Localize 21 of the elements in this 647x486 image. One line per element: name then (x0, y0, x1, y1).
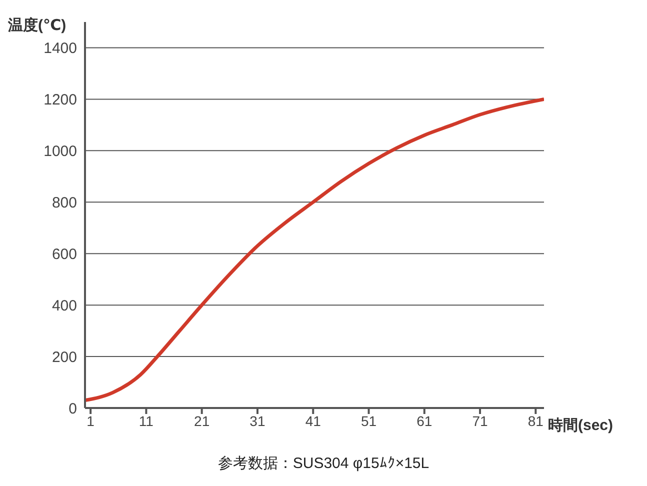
x-axis-title: 時間(sec) (548, 416, 614, 435)
text: 参考数据：SUS304 φ15ﾑｸ×15L (216, 454, 430, 473)
y-tick-label: 1400 (44, 40, 77, 58)
y-tick-label: 400 (52, 297, 77, 314)
line-series (85, 97, 544, 402)
x-tick-label: 11 (138, 412, 154, 429)
y-tick-label: 800 (52, 194, 77, 212)
x-tick-label: 1 (86, 412, 95, 429)
x-tick-label: 21 (194, 412, 210, 429)
x-tick-label: 81 (528, 412, 544, 429)
x-tick-label: 61 (416, 412, 432, 429)
y-tick-label: 1200 (44, 92, 77, 109)
y-tick-label: 600 (52, 246, 77, 263)
y-axis-title: 温度(℃) (8, 16, 66, 35)
x-tick-label: 71 (472, 412, 488, 429)
x-tick-label: 41 (305, 412, 322, 429)
x-tick-label: 31 (250, 412, 266, 429)
x-tick-label: 51 (360, 412, 377, 429)
y-tick-label: 200 (52, 348, 77, 366)
y-tick-label: 1000 (44, 142, 77, 160)
y-tick-label: 0 (68, 400, 77, 418)
